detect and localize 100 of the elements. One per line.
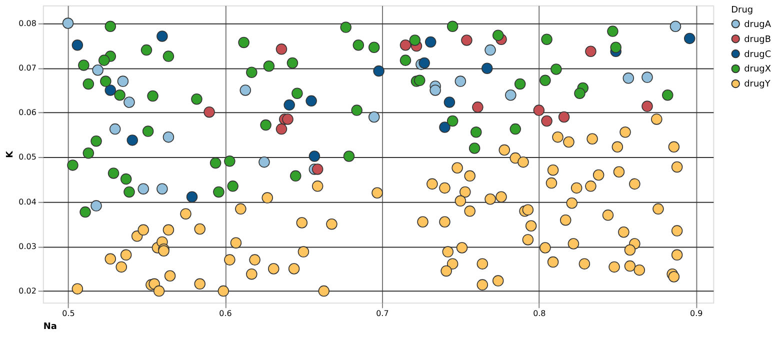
point [352, 40, 364, 51]
point [260, 119, 272, 131]
y-tick-label: 0.02 [18, 286, 36, 296]
point [505, 90, 516, 101]
point [210, 157, 222, 169]
legend-label: drugC [744, 50, 772, 60]
point [124, 186, 135, 198]
point [585, 46, 596, 58]
point [263, 60, 275, 72]
point [541, 34, 552, 45]
x-axis-title: Na [43, 322, 57, 332]
point [439, 122, 450, 133]
point [400, 40, 412, 51]
point [373, 65, 384, 77]
point [162, 50, 174, 62]
point [368, 42, 380, 53]
point [574, 88, 586, 99]
point [446, 20, 458, 32]
point [142, 126, 154, 137]
point [67, 160, 78, 171]
point [224, 156, 236, 167]
point [258, 156, 270, 168]
point [340, 22, 352, 33]
point [290, 170, 302, 182]
point [308, 150, 320, 162]
point [104, 84, 116, 96]
point [510, 123, 522, 135]
point [409, 34, 421, 46]
point [240, 84, 252, 96]
point [213, 186, 224, 198]
legend-label: drugY [744, 80, 771, 90]
point [126, 134, 138, 146]
point [481, 62, 493, 74]
y-tick-label: 0.03 [18, 242, 36, 251]
point [147, 90, 158, 102]
y-axis-title: K [6, 150, 16, 158]
point [312, 164, 324, 175]
point [414, 74, 426, 86]
point [622, 72, 634, 84]
point [276, 44, 288, 55]
point [662, 90, 674, 101]
legend-label: drugA [744, 20, 772, 30]
point [470, 126, 482, 138]
point [607, 26, 618, 37]
point [90, 135, 102, 147]
point [98, 54, 110, 66]
point [468, 142, 480, 154]
point [418, 57, 430, 69]
point [306, 95, 317, 107]
point [492, 30, 504, 41]
point [541, 115, 552, 127]
point [108, 168, 120, 179]
point [454, 76, 466, 87]
x-tick-label: 0.9 [690, 309, 703, 318]
point [424, 36, 436, 48]
point [540, 74, 551, 86]
point [82, 148, 94, 159]
point [484, 44, 496, 56]
point [642, 100, 653, 112]
x-tick-label: 0.5 [62, 309, 75, 318]
point [550, 64, 562, 75]
point [120, 173, 132, 185]
point [186, 191, 198, 202]
point [72, 40, 84, 51]
point [138, 183, 149, 194]
point [90, 200, 102, 212]
point [276, 123, 288, 135]
point [286, 57, 298, 69]
point [444, 96, 456, 108]
legend-label: drugB [744, 34, 772, 45]
point [238, 36, 250, 48]
point [78, 60, 90, 71]
point [670, 20, 682, 32]
point [343, 150, 355, 162]
y-tick-label: 0.05 [18, 152, 36, 162]
point [204, 106, 215, 118]
point [558, 111, 570, 123]
point [80, 206, 91, 218]
legend-title: Drug [731, 5, 754, 16]
point [514, 78, 526, 90]
point [82, 78, 94, 90]
point [351, 104, 362, 116]
point [446, 115, 458, 127]
point [430, 84, 441, 96]
point [292, 88, 303, 99]
y-tick-label: 0.07 [18, 63, 36, 72]
point [284, 99, 295, 111]
point [472, 102, 484, 113]
point [124, 96, 135, 108]
y-tick-label: 0.08 [18, 18, 36, 28]
point [100, 76, 112, 87]
y-tick-label: 0.06 [18, 108, 36, 118]
point [400, 54, 412, 66]
y-tick-label: 0.04 [18, 197, 36, 206]
point [156, 30, 168, 42]
point [610, 42, 622, 53]
point [246, 66, 258, 78]
point [533, 104, 545, 116]
x-tick-label: 0.6 [219, 309, 232, 318]
point [104, 20, 116, 32]
